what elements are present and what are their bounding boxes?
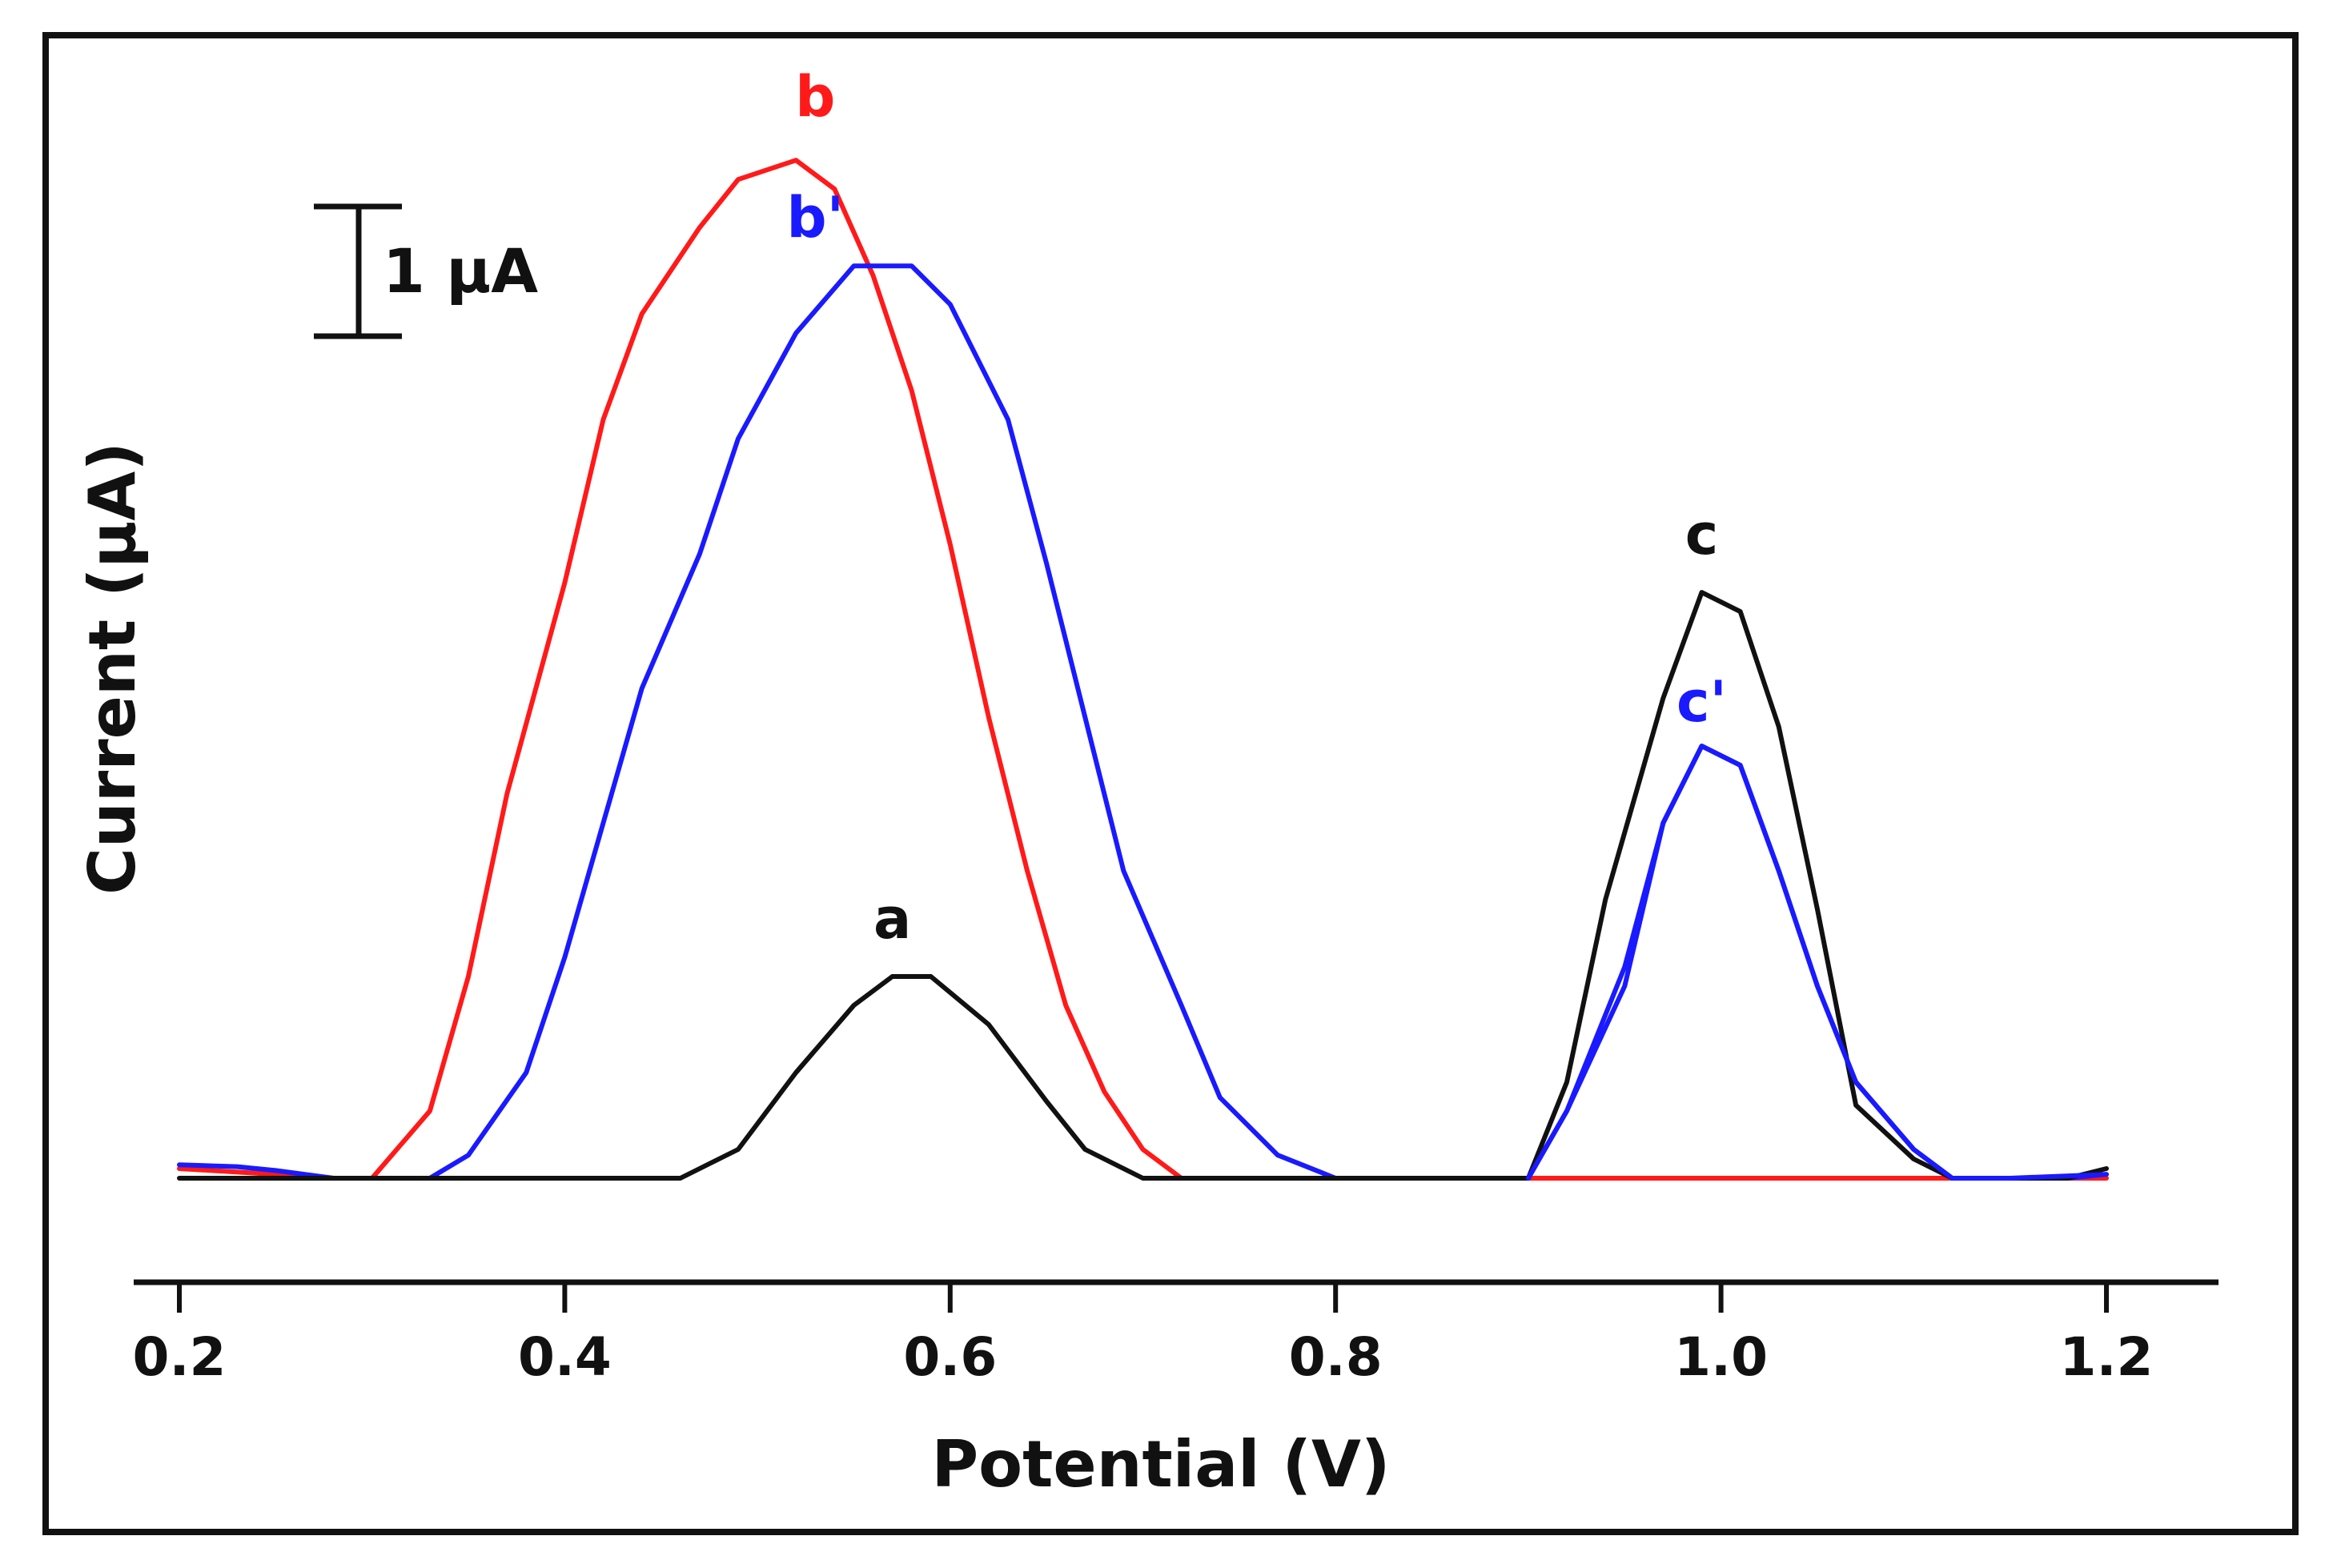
x-ticks: 0.2 0.4 0.6 0.8 1.0 1.2 [133, 1282, 2154, 1388]
x-tick-label: 0.4 [518, 1326, 612, 1388]
series-line-b [177, 158, 2109, 1181]
scale-bar-label: 1 µA [383, 235, 538, 307]
curve-label-c: c [1685, 502, 1719, 567]
x-axis-label: Potential (V) [931, 1427, 1390, 1502]
x-tick-label: 0.6 [903, 1326, 997, 1388]
scale-bar: 1 µA [314, 203, 538, 339]
series-line-a [177, 974, 1531, 1181]
curve-label-b-prime: b' [787, 185, 845, 251]
series-line-c-prime [1525, 744, 2109, 1181]
x-tick-label: 0.8 [1289, 1326, 1383, 1388]
x-tick-label: 1.2 [2060, 1326, 2154, 1388]
curve-label-a: a [873, 886, 911, 952]
series-layer [177, 158, 2109, 1181]
annotations: a b b' c c' [787, 64, 1727, 952]
y-axis-label: Current (µA) [75, 442, 150, 895]
curve-label-c-prime: c' [1676, 669, 1727, 735]
x-tick-label: 0.2 [133, 1326, 227, 1388]
curve-label-b: b [795, 64, 835, 130]
x-tick-label: 1.0 [1674, 1326, 1768, 1388]
